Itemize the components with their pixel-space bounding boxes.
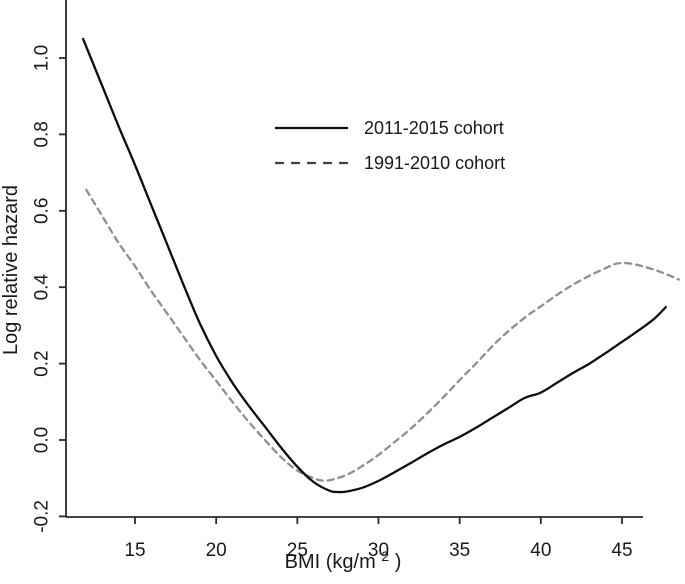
x-axis-title: BMI (kg/m 2 ): [285, 544, 402, 573]
y-ticks: -0.2 0.0 0.2 0.4 0.6 0.8 1.0: [32, 45, 66, 533]
x-tick-label: 45: [611, 540, 632, 561]
x-axis-title-superscript: 2: [381, 548, 389, 564]
x-axis-title-close: ): [395, 551, 402, 573]
y-axis-title: Log relative hazard: [0, 185, 22, 355]
y-tick-label: 1.0: [32, 45, 53, 71]
x-tick-label: 40: [530, 540, 551, 561]
y-tick-label: 0.2: [32, 350, 53, 376]
x-tick-label: 15: [124, 540, 145, 561]
y-tick-label: 0.4: [32, 274, 53, 301]
x-ticks: 15 20 25 30 35 40 45: [124, 517, 633, 561]
x-tick-label: 30: [368, 540, 389, 561]
x-axis-title-text: BMI (kg/m: [285, 551, 376, 573]
x-tick-label: 25: [287, 540, 308, 561]
y-tick-label: 0.8: [32, 121, 53, 147]
x-tick-label: 35: [449, 540, 470, 561]
legend-label-2011-2015: 2011-2015 cohort: [364, 118, 504, 138]
y-tick-label: 0.6: [32, 198, 53, 224]
curve-2011-2015-cohort: [81, 37, 667, 494]
y-tick-label: 0.0: [32, 427, 53, 453]
x-tick-label: 20: [206, 540, 227, 561]
legend: 2011-2015 cohort 1991-2010 cohort: [275, 118, 505, 173]
curve-1991-2010-cohort: [85, 188, 680, 482]
legend-label-1991-2010: 1991-2010 cohort: [364, 153, 505, 173]
y-tick-label: -0.2: [32, 500, 53, 533]
